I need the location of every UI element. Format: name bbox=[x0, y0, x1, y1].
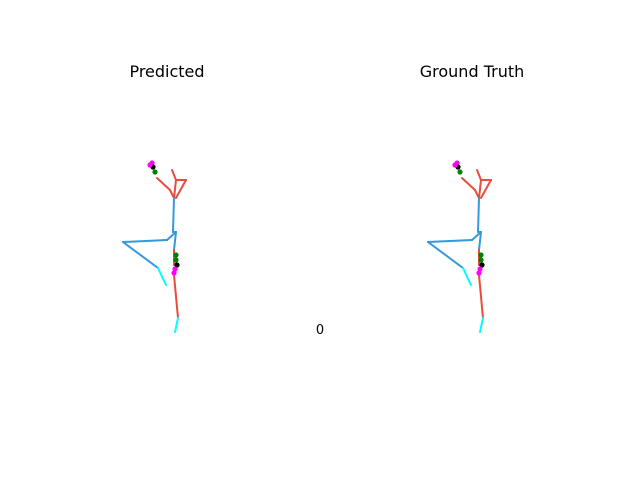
hand-joint-marker bbox=[457, 169, 463, 175]
skeleton-predicted bbox=[122, 160, 187, 333]
hand-joint-marker bbox=[479, 262, 485, 268]
thigh-left bbox=[427, 239, 473, 243]
foot-left bbox=[462, 267, 472, 286]
hand-joint-marker bbox=[478, 252, 484, 258]
foot-right bbox=[479, 317, 484, 333]
shin-left bbox=[427, 241, 464, 269]
panel-title-predicted: Predicted bbox=[129, 62, 205, 81]
wrist-right bbox=[474, 189, 480, 199]
neck-segment bbox=[173, 179, 177, 199]
wrist-right bbox=[169, 189, 175, 199]
head-segment bbox=[476, 169, 482, 181]
shin-right bbox=[478, 274, 484, 319]
shin-left bbox=[122, 241, 159, 269]
neck-segment bbox=[478, 179, 482, 199]
spine-lower bbox=[173, 231, 177, 251]
hand-joint-marker bbox=[173, 252, 179, 258]
forearm-right bbox=[461, 177, 476, 191]
shin-right bbox=[173, 274, 179, 319]
hip-left bbox=[471, 231, 482, 241]
hand-joint-marker bbox=[147, 162, 153, 168]
frame-index-label: 0 bbox=[315, 323, 325, 338]
hip-left bbox=[166, 231, 177, 241]
skeleton-ground-truth bbox=[427, 160, 492, 333]
hand-joint-marker bbox=[152, 169, 158, 175]
hand-joint-marker bbox=[478, 257, 484, 263]
hand-joint-marker bbox=[477, 266, 483, 272]
head-segment bbox=[171, 169, 177, 181]
hand-joint-marker bbox=[174, 262, 180, 268]
spine-upper bbox=[477, 197, 480, 233]
spine-upper bbox=[172, 197, 175, 233]
hand-joint-marker bbox=[173, 257, 179, 263]
foot-left bbox=[157, 267, 167, 286]
upper-arm-right bbox=[175, 179, 187, 199]
hand-joint-marker bbox=[172, 266, 178, 272]
hand-joint-marker bbox=[476, 270, 482, 276]
forearm-right bbox=[156, 177, 171, 191]
hand-joint-marker bbox=[171, 270, 177, 276]
thigh-left bbox=[122, 239, 168, 243]
panel-title-ground-truth: Ground Truth bbox=[419, 62, 525, 81]
spine-lower bbox=[478, 231, 482, 251]
hand-joint-marker bbox=[452, 162, 458, 168]
foot-right bbox=[174, 317, 179, 333]
upper-arm-right bbox=[480, 179, 492, 199]
